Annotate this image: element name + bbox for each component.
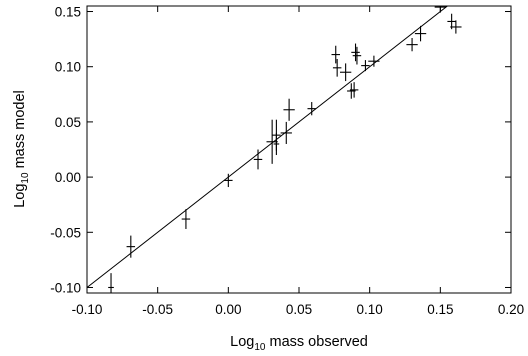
data-point	[332, 58, 342, 77]
y-tick-label: 0.00	[55, 170, 81, 185]
data-point	[331, 45, 340, 64]
x-tick-label: 0.15	[427, 302, 453, 317]
y-tick-label: 0.05	[55, 115, 81, 130]
x-tick-label: -0.10	[72, 302, 103, 317]
data-point	[273, 132, 280, 156]
y-axis-title: Log10 mass model	[12, 90, 31, 208]
data-point	[349, 82, 359, 98]
y-tick-label: 0.10	[55, 60, 81, 75]
data-point	[352, 46, 362, 65]
data-point	[368, 55, 380, 67]
y-tick-label: -0.05	[50, 225, 81, 240]
data-point	[224, 173, 233, 188]
data-point	[280, 121, 292, 144]
x-tick-label: 0.10	[357, 302, 383, 317]
data-point	[108, 273, 114, 293]
data-point	[283, 98, 295, 121]
data-point	[406, 38, 418, 52]
y-axis-ticks: -0.10 -0.05 0.00 0.05 0.10 0.15	[50, 5, 511, 295]
data-point	[339, 63, 352, 82]
x-axis-title: Log10 mass observed	[230, 334, 368, 353]
x-tick-label: 0.00	[215, 302, 241, 317]
data-point	[450, 20, 462, 34]
data-point	[126, 235, 136, 258]
data-point	[307, 102, 316, 116]
x-tick-label: 0.20	[498, 302, 524, 317]
x-tick-label: -0.05	[142, 302, 173, 317]
data-point	[414, 25, 427, 42]
x-tick-label: 0.05	[286, 302, 312, 317]
data-point	[181, 209, 191, 229]
y-tick-label: 0.15	[55, 5, 81, 20]
x-axis-ticks: -0.10 -0.05 0.00 0.05 0.10 0.15 0.20	[72, 6, 524, 317]
data-point	[253, 149, 263, 170]
data-point	[351, 43, 360, 62]
data-point	[361, 60, 370, 72]
y-tick-label: -0.10	[50, 280, 81, 295]
data-points-layer	[108, 6, 462, 293]
